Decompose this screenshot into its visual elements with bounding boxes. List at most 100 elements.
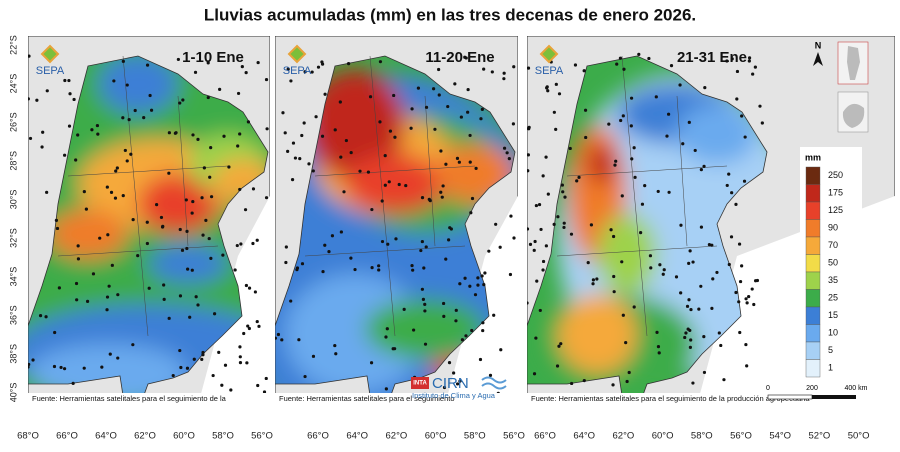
station [439, 149, 443, 153]
station [276, 332, 281, 337]
station [388, 129, 393, 133]
station [286, 149, 290, 154]
station [264, 196, 269, 200]
station [657, 351, 661, 355]
station [738, 279, 743, 284]
station [468, 160, 472, 164]
station [427, 197, 431, 201]
station [541, 259, 546, 264]
station [420, 195, 425, 200]
station [185, 366, 190, 370]
footer-strip [275, 393, 518, 405]
station [303, 374, 307, 379]
station [245, 361, 249, 365]
latitude-label: 26°S [8, 112, 18, 132]
station [239, 242, 243, 246]
legend-swatch [805, 271, 821, 290]
station [72, 97, 76, 102]
station [116, 356, 120, 360]
station [323, 92, 327, 96]
longitude-label: 66°O [307, 431, 329, 442]
legend-label: 70 [828, 240, 838, 250]
station [76, 133, 80, 137]
station [385, 327, 389, 331]
station [687, 298, 691, 302]
station [583, 108, 588, 112]
latitude-label: 36°S [8, 305, 18, 325]
station [639, 231, 643, 235]
station [711, 277, 715, 281]
latitude-label: 28°S [8, 151, 18, 171]
legend-swatch [805, 289, 821, 308]
station [109, 190, 114, 194]
station [284, 245, 288, 249]
station [392, 93, 396, 98]
latitude-label: 34°S [8, 267, 18, 287]
station [238, 361, 243, 365]
station [35, 98, 39, 102]
station [458, 379, 462, 383]
station [370, 207, 374, 212]
station [693, 148, 697, 153]
station [411, 268, 415, 272]
station [492, 313, 496, 317]
station [614, 159, 618, 163]
station [607, 122, 611, 126]
station [612, 290, 616, 294]
station [725, 183, 729, 188]
latitude-label: 38°S [8, 344, 18, 364]
station [256, 60, 260, 65]
station [167, 171, 171, 175]
station [142, 116, 146, 120]
station [654, 95, 658, 99]
station [737, 242, 742, 246]
station [290, 178, 295, 182]
station [307, 162, 311, 166]
station [349, 256, 353, 260]
station [717, 331, 721, 335]
station [247, 286, 252, 290]
station [637, 52, 641, 56]
station [455, 156, 460, 160]
station [554, 82, 558, 86]
station [333, 128, 337, 132]
station [729, 235, 734, 239]
scale-bar-white [767, 394, 813, 400]
legend-label: 5 [828, 345, 833, 355]
legend-swatch [805, 324, 821, 343]
footer: Fuente: Herramientas satelitales para el… [279, 394, 455, 403]
station [554, 127, 558, 131]
station [116, 293, 120, 297]
station [161, 224, 165, 228]
station [255, 319, 259, 324]
station [423, 342, 428, 346]
inset-antarctica-shape [842, 103, 865, 128]
station [84, 207, 88, 211]
station [114, 169, 118, 173]
station [121, 116, 125, 120]
station [76, 257, 81, 261]
station [353, 267, 357, 272]
station [615, 62, 619, 66]
longitude-label: 62°O [386, 431, 408, 442]
station [62, 367, 67, 371]
station [421, 297, 426, 301]
station [191, 199, 195, 204]
station [105, 185, 109, 189]
station [612, 234, 616, 239]
footer: Fuente: Herramientas satelitales para el… [531, 394, 810, 403]
station [155, 203, 159, 207]
station [31, 358, 35, 362]
station [188, 315, 192, 319]
station [200, 357, 204, 361]
station [648, 254, 653, 258]
station [487, 249, 491, 253]
station [734, 202, 738, 206]
station [740, 264, 744, 268]
rain-area [597, 214, 657, 294]
station [419, 248, 423, 253]
station [344, 138, 348, 143]
station [40, 145, 44, 149]
station [423, 302, 427, 306]
station [41, 130, 45, 134]
